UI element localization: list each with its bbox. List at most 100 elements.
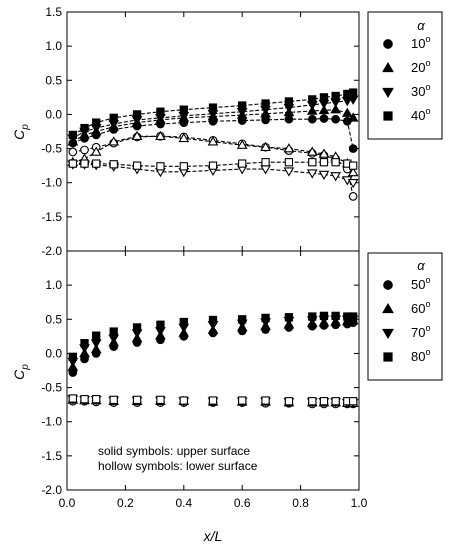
top-legend-label: 30o: [411, 82, 430, 99]
bottom-data-point-square: [179, 317, 188, 327]
top-data-point-square: [156, 107, 165, 116]
top-data-point-square: [68, 159, 77, 168]
top-data-point-square: [284, 97, 294, 106]
bottom-x-tick-label: 0.4: [175, 496, 192, 510]
bottom-data-point-square: [238, 396, 247, 405]
bottom-data-point-square: [349, 312, 358, 321]
top-data-point-square: [68, 130, 77, 140]
bottom-data-point-square: [156, 395, 165, 405]
bottom-data-point-square: [261, 396, 270, 405]
top-data-point-square: [238, 159, 247, 168]
top-data-point-triangle-up: [347, 112, 359, 122]
top-data-point-square: [349, 88, 358, 97]
top-data-point-triangle-up: [330, 104, 341, 114]
bottom-data-point-square: [179, 396, 188, 405]
bottom-series-alpha-80-lower: [68, 394, 358, 406]
bottom-data-point-square: [132, 323, 142, 332]
bottom-panel: 1.00.50.0-0.5-1.0-1.5-2.0 0.0 0.2 0.4 0.6 0.…: [11, 250, 443, 544]
top-data-point-square: [331, 91, 340, 101]
top-data-point-square: [132, 161, 142, 170]
top-legend-marker-triangle-down: [382, 87, 394, 99]
top-legend-entries: 10o 20o 30o 40o: [382, 34, 430, 123]
bottom-legend: α 50o 60o 70o 80o: [367, 252, 443, 381]
top-data-point-square: [349, 161, 358, 170]
top-data-point-triangle-down: [260, 165, 271, 175]
bottom-y-tick-label: -1.5: [41, 449, 62, 463]
bottom-data-point-square: [261, 313, 270, 323]
top-data-point-circle: [348, 192, 358, 201]
bottom-x-tick-label: 0.0: [59, 496, 76, 510]
bottom-y-axis: 1.0 0.5 0.0 -0.5 -1.0 -1.5 -2.0: [41, 278, 359, 497]
top-data-point-triangle-down: [330, 172, 341, 182]
top-data-point-square: [179, 162, 188, 171]
top-data-point-square: [208, 103, 218, 112]
top-x-axis: [66, 12, 360, 251]
bottom-y-axis-label: Cp: [11, 364, 31, 380]
bottom-data-point-square: [308, 312, 317, 321]
top-legend-title: α: [417, 18, 425, 33]
top-data-point-square: [319, 158, 329, 167]
top-series-line-alpha-40-lower: [72, 161, 354, 167]
bottom-x-tick-label: 0.2: [117, 496, 134, 510]
top-legend: α 10o 20o 30o 40o: [367, 11, 443, 140]
top-y-tick-label: -1.5: [41, 210, 62, 224]
top-data-point-triangle-up: [236, 139, 248, 149]
bottom-y-tick-label: 0.5: [45, 312, 62, 326]
bottom-legend-marker-square: [383, 352, 393, 362]
top-data-point-circle: [68, 147, 78, 157]
x-axis-label: x/L: [203, 528, 223, 544]
top-data-point-triangle-up: [283, 143, 295, 153]
bottom-data-point-square: [208, 396, 218, 405]
top-legend-box: [367, 11, 443, 140]
top-data-point-triangle-up: [306, 146, 318, 156]
top-series-line-alpha-40-upper: [72, 92, 354, 136]
bottom-data-point-square: [308, 397, 317, 406]
bottom-x-tick-label: 0.6: [234, 496, 251, 510]
top-y-axis-label: Cp: [11, 124, 31, 140]
bottom-y-tick-label: 0.0: [45, 346, 62, 360]
bottom-y-tick-label: -0.5: [41, 381, 62, 395]
bottom-legend-marker-triangle-down: [382, 328, 394, 340]
bottom-series-alpha-80-upper: [68, 311, 358, 361]
bottom-data-point-square: [208, 315, 218, 325]
bottom-legend-marker-triangle-up: [382, 302, 394, 314]
top-data-point-square: [80, 123, 89, 133]
top-data-point-square: [331, 158, 340, 167]
bottom-plot-frame: [66, 250, 360, 491]
bottom-data-point-square: [349, 397, 358, 406]
top-data-point-triangle-up: [108, 136, 120, 146]
top-data-point-triangle-up: [131, 130, 143, 141]
top-data-point-square: [109, 113, 118, 122]
top-y-tick-label: -0.5: [41, 142, 62, 156]
top-data-point-triangle-up: [155, 130, 166, 141]
top-series-alpha-40-lower: [68, 158, 358, 171]
bottom-data-layer: [67, 311, 359, 409]
bottom-data-point-square: [284, 397, 294, 406]
top-data-point-square: [92, 159, 101, 168]
bottom-data-point-square: [109, 327, 118, 336]
top-series-line-alpha-30-lower: [72, 163, 354, 184]
bottom-legend-label: 50o: [411, 275, 430, 292]
bottom-y-tick-label: -1.0: [41, 415, 62, 429]
top-data-point-square: [179, 105, 188, 114]
bottom-x-tick-label: 0.8: [292, 496, 309, 510]
top-data-point-triangle-up: [178, 132, 190, 143]
top-data-point-circle: [319, 114, 329, 123]
top-y-tick-label: 0.5: [45, 73, 62, 87]
top-y-tick-label: 1.0: [45, 39, 62, 53]
top-y-tick-label: 0.0: [45, 107, 62, 121]
top-data-point-triangle-up: [318, 148, 330, 158]
top-data-point-triangle-up: [207, 136, 219, 146]
top-data-point-square: [132, 110, 142, 119]
top-legend-marker-circle: [383, 39, 393, 49]
top-y-axis: 1.5 1.0 0.5 0.0 -0.5 -1.0 -1.5 -2.0: [41, 5, 359, 258]
top-data-point-circle: [284, 114, 294, 124]
top-data-point-square: [261, 158, 270, 167]
bottom-data-point-triangle-down: [108, 334, 120, 344]
top-data-point-square: [308, 95, 317, 104]
bottom-data-point-square: [284, 313, 294, 322]
bottom-legend-label: 60o: [411, 299, 430, 316]
bottom-data-point-square: [80, 339, 89, 348]
bottom-data-point-square: [331, 397, 340, 406]
